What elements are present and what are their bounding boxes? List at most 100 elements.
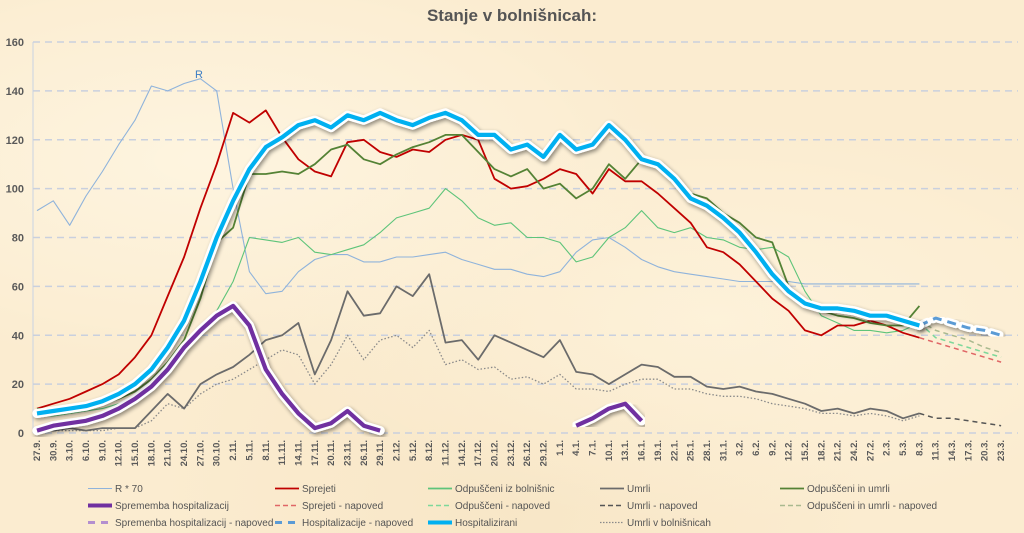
x-axis: 27.9. 30.9. 3.10. 6.10. 9.10. 12.10. 15.10. 18.… — [32, 440, 1007, 466]
series-line-hospitalizirani — [36, 110, 921, 416]
legend-item: Odpuščeni - napoved — [428, 501, 550, 512]
x-tick-label: 11.11. — [277, 440, 288, 465]
x-tick-label: 27.2. — [865, 440, 876, 461]
x-tick-label: 15.10. — [130, 440, 141, 466]
x-tick-label: 25.1. — [686, 440, 697, 461]
x-tick-label: 12.10. — [114, 440, 125, 466]
x-tick-label: 31.1. — [718, 440, 729, 461]
legend-item: Umrli v bolnišnicah — [600, 518, 711, 529]
x-tick-label: 3.2. — [735, 440, 746, 456]
legend-label: Odpuščeni - napoved — [455, 501, 550, 512]
x-tick-label: 13.1. — [620, 440, 631, 461]
legend-label: Umrli — [627, 484, 650, 495]
x-tick-label: 2.3. — [882, 440, 893, 456]
x-tick-label: 20.12. — [490, 440, 501, 466]
x-tick-label: 14.3. — [947, 440, 958, 461]
x-tick-label: 14.12. — [457, 440, 468, 466]
legend-label: Hospitalizirani — [455, 518, 517, 529]
x-tick-label: 22.1. — [669, 440, 680, 461]
r-annotation: R — [195, 69, 203, 81]
y-tick-label: 40 — [12, 330, 24, 342]
x-tick-label: 17.12. — [473, 440, 484, 466]
y-tick-label: 60 — [12, 281, 24, 293]
legend-item: Odpuščeni iz bolnišnic — [428, 484, 555, 495]
x-tick-label: 18.2. — [816, 440, 827, 461]
legend-label: Sprejeti - napoved — [302, 501, 383, 512]
x-tick-label: 11.3. — [931, 440, 942, 461]
x-tick-label: 15.2. — [800, 440, 811, 461]
x-tick-label: 4.1. — [571, 440, 582, 456]
x-tick-label: 17.11. — [310, 440, 321, 466]
legend-item: R * 70 — [88, 484, 143, 495]
x-tick-label: 17.3. — [963, 440, 974, 461]
x-tick-label: 9.10. — [97, 440, 108, 461]
x-tick-label: 2.12. — [391, 440, 402, 461]
series-line-odpu-eni-napoved — [918, 322, 1002, 358]
x-tick-label: 24.2. — [849, 440, 860, 461]
x-tick-label: 30.10. — [212, 440, 223, 466]
x-tick-label: 23.11. — [342, 440, 353, 466]
legend-label: Odpuščeni in umrli - napoved — [807, 501, 937, 512]
x-tick-label: 30.9. — [48, 440, 59, 461]
x-tick-label: 21.2. — [833, 440, 844, 461]
x-tick-label: 1.1. — [555, 440, 566, 456]
x-tick-label: 27.9. — [32, 440, 43, 461]
series-line-sprememba-hospitalizacij — [575, 401, 644, 428]
x-tick-label: 16.1. — [637, 440, 648, 461]
x-tick-label: 19.1. — [653, 440, 664, 461]
x-tick-label: 18.10. — [146, 440, 157, 466]
x-tick-label: 6.10. — [81, 440, 92, 461]
x-tick-label: 9.2. — [767, 440, 778, 456]
x-tick-label: 26.12. — [522, 440, 533, 466]
x-tick-label: 3.10. — [65, 440, 76, 461]
legend-item: Sprejeti - napoved — [275, 501, 383, 512]
series-line-odpu-eni-in-umrli-napoved — [919, 319, 1002, 354]
series-line-sprejeti-napoved — [919, 336, 1002, 363]
x-tick-label: 8.3. — [914, 440, 925, 456]
y-tick-label: 80 — [12, 233, 24, 245]
y-tick-label: 120 — [6, 135, 24, 147]
x-tick-label: 5.3. — [898, 440, 909, 456]
x-tick-label: 24.10. — [179, 440, 190, 466]
x-tick-label: 28.1. — [702, 440, 713, 461]
x-tick-label: 21.10. — [163, 440, 174, 466]
y-tick-label: 160 — [6, 37, 24, 49]
series-line-r-70 — [36, 78, 920, 295]
x-tick-label: 12.2. — [784, 440, 795, 461]
series-line-umrli — [36, 273, 920, 432]
x-tick-label: 29.11. — [375, 440, 386, 466]
y-tick-label: 140 — [6, 86, 24, 98]
x-tick-label: 8.11. — [261, 440, 272, 461]
series-line-umrli-v-bolni-nicah — [37, 329, 920, 432]
x-tick-label: 23.12. — [506, 440, 517, 466]
x-tick-label: 5.11. — [244, 440, 255, 461]
series-group — [32, 78, 1006, 436]
x-tick-label: 20.3. — [980, 440, 991, 461]
x-tick-label: 20.11. — [326, 440, 337, 466]
legend-label: Spremenba hospitalizacij - napoved — [115, 518, 273, 529]
x-tick-label: 8.12. — [424, 440, 435, 461]
chart-title: Stanje v bolnišnicah: — [427, 6, 597, 25]
legend-label: Odpuščeni in umrli — [807, 484, 890, 495]
y-axis: 0 20 40 60 80 100 120 140 160 — [6, 37, 24, 440]
series-line-odpu-eni-in-umrli — [36, 134, 921, 412]
x-tick-label: 11.12. — [441, 440, 452, 466]
legend-label: Hospitalizacije - napoved — [302, 518, 413, 529]
series-halo-hospitalizacije-napoved — [915, 314, 1006, 340]
x-tick-label: 27.10. — [195, 440, 206, 466]
x-tick-label: 6.2. — [751, 440, 762, 456]
series-line-odpu-eni-iz-bolni-nic — [37, 188, 920, 417]
legend-label: Sprejeti — [302, 484, 336, 495]
legend-label: Umrli v bolnišnicah — [627, 518, 711, 529]
legend-item: Sprejeti — [275, 484, 336, 495]
series-line-sprejeti — [36, 109, 920, 410]
legend-label: Sprememba hospitalizacij — [115, 501, 229, 512]
series-line-sprememba-hospitalizacij — [36, 303, 381, 433]
y-tick-label: 100 — [6, 184, 24, 196]
y-tick-label: 20 — [12, 379, 24, 391]
legend-item: Odpuščeni in umrli — [780, 484, 890, 495]
x-tick-label: 23.3. — [996, 440, 1007, 461]
x-tick-label: 10.1. — [604, 440, 615, 461]
legend-item: Sprememba hospitalizacij — [88, 501, 229, 512]
